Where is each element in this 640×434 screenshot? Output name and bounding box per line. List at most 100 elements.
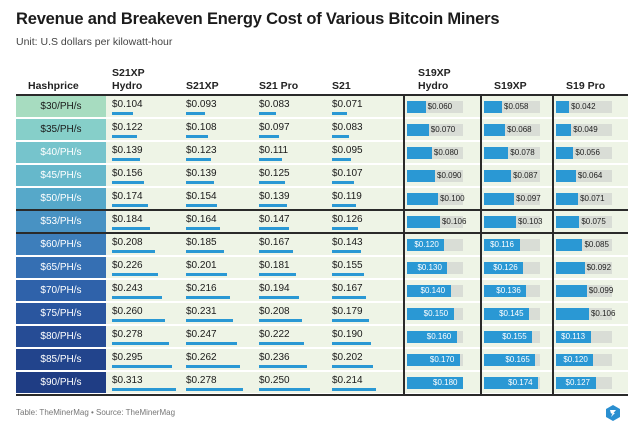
column-separator xyxy=(480,94,482,394)
bar-fill xyxy=(484,124,506,136)
bar-fill xyxy=(484,101,503,113)
value-underline-bar xyxy=(186,204,218,207)
value-cell: $0.143 xyxy=(332,237,363,248)
value-cell: $0.222 xyxy=(259,329,290,340)
value-underline-bar xyxy=(332,112,347,115)
value-underline-bar xyxy=(112,388,176,391)
value-cell: $0.119 xyxy=(332,191,362,202)
bar-fill xyxy=(556,331,592,343)
value-underline-bar xyxy=(332,342,371,345)
bar-value-label: $0.160 xyxy=(426,332,452,341)
value-underline-bar xyxy=(332,204,357,207)
value-cell: $0.243 xyxy=(112,283,143,294)
bar-fill xyxy=(407,354,460,366)
row-background xyxy=(106,188,628,209)
bar-value-label: $0.150 xyxy=(423,309,449,318)
value-underline-bar xyxy=(259,273,296,276)
value-underline-bar xyxy=(186,227,220,230)
value-underline-bar xyxy=(186,158,212,161)
column-separator xyxy=(552,94,554,394)
value-cell: $0.108 xyxy=(186,122,217,133)
value-cell: $0.247 xyxy=(186,329,217,340)
value-cell: $0.181 xyxy=(259,260,290,271)
value-cell: $0.154 xyxy=(186,191,217,202)
value-underline-bar xyxy=(332,250,362,253)
bar-value-label: $0.145 xyxy=(499,309,524,318)
bar-value-label: $0.085 xyxy=(584,240,609,249)
bar-fill xyxy=(556,354,594,366)
header-s21: S21 xyxy=(332,80,351,92)
bar-fill xyxy=(407,285,451,297)
hashprice-cell: $50/PH/s xyxy=(16,188,106,209)
value-cell: $0.125 xyxy=(259,168,290,179)
bar-value-label: $0.058 xyxy=(504,102,529,111)
hashprice-cell: $85/PH/s xyxy=(16,349,106,370)
bar-fill xyxy=(407,193,439,205)
value-cell: $0.167 xyxy=(332,283,363,294)
value-cell: $0.097 xyxy=(259,122,290,133)
bar-fill xyxy=(556,147,574,159)
hashprice-cell: $90/PH/s xyxy=(16,372,106,393)
bar-fill xyxy=(484,285,527,297)
value-cell: $0.313 xyxy=(112,375,143,386)
bar-fill xyxy=(556,170,576,182)
bar-fill xyxy=(407,124,429,136)
bar-fill xyxy=(484,308,530,320)
bar-value-label: $0.120 xyxy=(414,240,439,249)
value-cell: $0.071 xyxy=(332,99,363,110)
bar-value-label: $0.116 xyxy=(490,240,514,249)
value-cell: $0.190 xyxy=(332,329,363,340)
bar-fill xyxy=(484,262,524,274)
header-hashprice: Hashprice xyxy=(28,80,79,92)
bar-value-label: $0.068 xyxy=(507,125,532,134)
bar-value-label: $0.103 xyxy=(518,217,543,226)
value-underline-bar xyxy=(332,296,367,299)
bar-fill xyxy=(407,101,426,113)
value-cell: $0.104 xyxy=(112,99,143,110)
value-cell: $0.216 xyxy=(186,283,217,294)
value-cell: $0.185 xyxy=(186,237,217,248)
value-cell: $0.083 xyxy=(332,122,363,133)
hashprice-cell: $70/PH/s xyxy=(16,280,106,301)
bar-value-label: $0.126 xyxy=(493,263,518,272)
value-underline-bar xyxy=(112,181,144,184)
hashprice-cell: $40/PH/s xyxy=(16,142,106,163)
row-background xyxy=(106,119,628,140)
value-cell: $0.156 xyxy=(112,168,143,179)
value-cell: $0.139 xyxy=(186,168,217,179)
bar-fill xyxy=(556,101,570,113)
value-underline-bar xyxy=(112,227,150,230)
bar-fill xyxy=(407,331,457,343)
value-underline-bar xyxy=(332,227,358,230)
breakeven-row-separator xyxy=(16,209,628,211)
bar-value-label: $0.099 xyxy=(588,286,614,295)
bar-value-label: $0.136 xyxy=(496,286,521,295)
row-background xyxy=(106,165,628,186)
bar-fill xyxy=(556,124,572,136)
bar-value-label: $0.165 xyxy=(505,355,530,364)
bar-value-label: $0.071 xyxy=(580,194,605,203)
bar-value-label: $0.090 xyxy=(437,171,462,180)
row-background xyxy=(106,96,628,117)
value-cell: $0.155 xyxy=(332,260,363,271)
value-underline-bar xyxy=(186,250,224,253)
value-underline-bar xyxy=(186,342,237,345)
hashprice-cell: $45/PH/s xyxy=(16,165,106,186)
bar-fill xyxy=(484,170,512,182)
header-separator xyxy=(16,94,628,96)
bar-fill xyxy=(407,308,454,320)
value-underline-bar xyxy=(112,273,159,276)
bar-fill xyxy=(407,239,445,251)
value-underline-bar xyxy=(259,112,276,115)
value-cell: $0.260 xyxy=(112,306,143,317)
header-s19xp-hydro: S19XP Hydro xyxy=(418,67,451,92)
value-underline-bar xyxy=(259,227,290,230)
value-underline-bar xyxy=(259,135,279,138)
value-cell: $0.139 xyxy=(112,145,143,156)
bar-fill xyxy=(556,216,580,228)
value-underline-bar xyxy=(332,365,374,368)
bar-value-label: $0.106 xyxy=(441,217,467,226)
value-underline-bar xyxy=(259,204,288,207)
value-underline-bar xyxy=(186,273,228,276)
value-cell: $0.262 xyxy=(186,352,217,363)
